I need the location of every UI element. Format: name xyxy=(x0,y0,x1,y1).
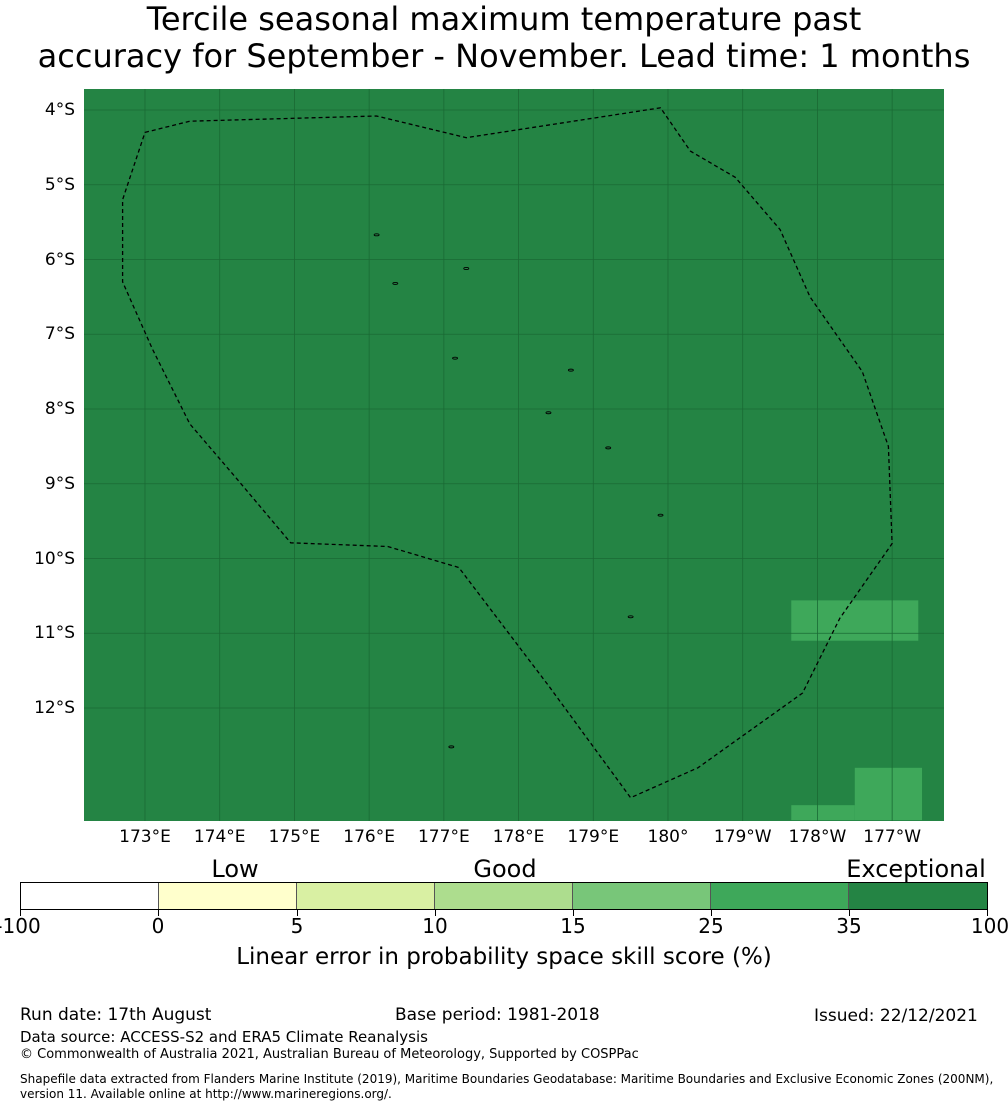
latitude-label: 10°S xyxy=(34,548,75,569)
colorbar-segment xyxy=(21,883,159,909)
colorbar-tick xyxy=(158,910,159,916)
skill-patch xyxy=(854,767,923,821)
colorbar-tick xyxy=(849,910,850,916)
colorbar-tick-label: -100 xyxy=(0,914,41,938)
issued-date: Issued: 22/12/2021 xyxy=(814,1006,978,1026)
colorbar-segment xyxy=(158,883,298,909)
colorbar-tick xyxy=(573,910,574,916)
longitude-label: 178°W xyxy=(788,827,847,847)
colorbar-tick-label: 15 xyxy=(560,914,586,938)
map-background xyxy=(84,89,944,821)
longitude-label: 174°E xyxy=(193,827,246,847)
chart-title-line-2: accuracy for September - November. Lead … xyxy=(37,37,971,75)
island-outline xyxy=(657,513,664,517)
colorbar-tick-label: 5 xyxy=(290,914,304,938)
skill-patch xyxy=(791,805,855,821)
colorbar-tick-label: 0 xyxy=(151,914,165,938)
longitude-label: 175°E xyxy=(268,827,321,847)
colorbar-segment xyxy=(435,883,573,909)
colorbar-segment xyxy=(572,883,711,909)
island-outline xyxy=(627,615,634,619)
island-outline xyxy=(452,356,459,360)
longitude-label: 179°W xyxy=(713,827,772,847)
colorbar-tick-label: 35 xyxy=(836,914,862,938)
shapefile-credit-line-2: version 11. Available online at http://w… xyxy=(20,1087,392,1101)
longitude-label: 173°E xyxy=(119,827,171,847)
latitude-label: 5°S xyxy=(44,174,75,195)
island-outlines xyxy=(373,233,664,749)
colorbar-tick xyxy=(435,910,436,916)
island-outline xyxy=(567,368,574,372)
copyright: © Commonwealth of Australia 2021, Austra… xyxy=(20,1047,639,1062)
colorbar-segment xyxy=(297,883,436,909)
chart-title-line-1: Tercile seasonal maximum temperature pas… xyxy=(146,0,862,38)
island-outline xyxy=(545,411,552,415)
colorbar-axis-label: Linear error in probability space skill … xyxy=(236,944,772,970)
longitude-label: 177°W xyxy=(863,827,922,847)
colorbar-tick xyxy=(20,910,21,916)
island-outline xyxy=(373,233,380,237)
data-source: Data source: ACCESS-S2 and ERA5 Climate … xyxy=(20,1028,428,1046)
shapefile-credit-line-1: Shapefile data extracted from Flanders M… xyxy=(20,1072,994,1086)
colorbar xyxy=(20,882,988,910)
category-label-good: Good xyxy=(473,855,537,883)
longitude-label: 178°E xyxy=(492,827,545,847)
colorbar-segment xyxy=(710,883,850,909)
longitude-label: 179°E xyxy=(567,827,620,847)
colorbar-segment xyxy=(849,883,988,909)
map-panel xyxy=(84,89,944,821)
latitude-label: 12°S xyxy=(34,698,75,718)
colorbar-tick xyxy=(711,910,712,916)
colorbar-tick-label: 100 xyxy=(970,914,1008,938)
island-outline xyxy=(392,281,399,285)
longitude-label: 180° xyxy=(647,827,689,847)
base-period: Base period: 1981-2018 xyxy=(395,1005,600,1025)
latitude-label: 4°S xyxy=(44,100,75,120)
island-outline xyxy=(448,745,455,749)
latitude-label: 8°S xyxy=(44,399,75,419)
map-gridlines xyxy=(84,89,944,821)
colorbar-tick xyxy=(297,910,298,916)
colorbar-tick xyxy=(987,910,988,916)
latitude-label: 11°S xyxy=(34,623,75,644)
skill-patch xyxy=(791,600,919,641)
longitude-label: 176°E xyxy=(343,827,395,847)
latitude-label: 6°S xyxy=(44,249,75,270)
latitude-label: 9°S xyxy=(44,473,75,494)
latitude-label: 7°S xyxy=(44,324,75,345)
island-outline xyxy=(463,267,470,270)
skill-patches xyxy=(791,600,923,821)
category-label-low: Low xyxy=(211,855,259,883)
category-label-exceptional: Exceptional xyxy=(846,855,986,883)
island-outline xyxy=(605,446,612,450)
longitude-label: 177°E xyxy=(417,827,470,847)
colorbar-tick-label: 10 xyxy=(422,914,448,938)
run-date: Run date: 17th August xyxy=(20,1005,212,1025)
maritime-boundary xyxy=(121,107,893,799)
colorbar-tick-label: 25 xyxy=(698,914,724,938)
